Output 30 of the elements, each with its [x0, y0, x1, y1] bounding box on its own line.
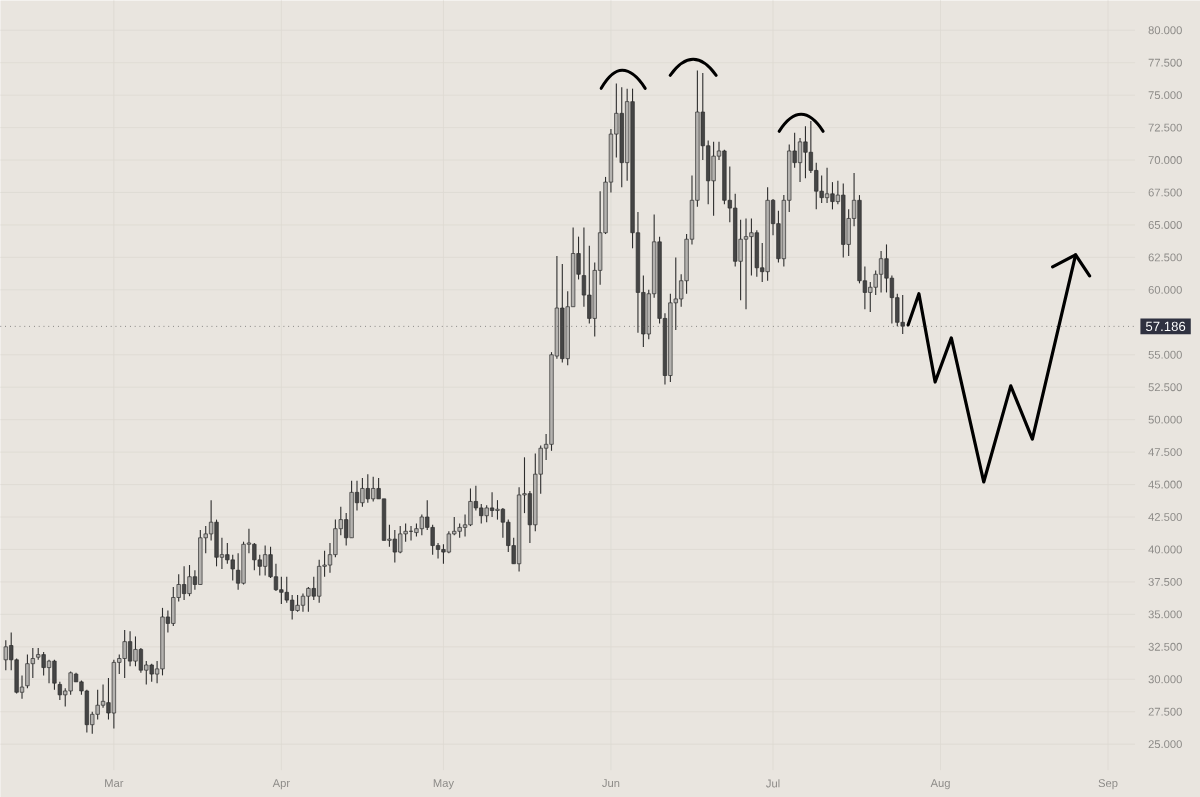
y-tick-label: 67.500 [1148, 188, 1182, 197]
y-tick-label: 30.000 [1148, 675, 1182, 684]
y-tick-label: 70.000 [1148, 156, 1182, 164]
y-tick-label: 60.000 [1148, 285, 1182, 294]
y-tick-label: 47.500 [1148, 448, 1182, 456]
y-tick-label: 40.000 [1148, 545, 1182, 554]
x-tick-label: Mar [105, 779, 124, 787]
y-tick-label: 45.000 [1148, 480, 1182, 489]
y-tick-label: 27.500 [1148, 707, 1182, 716]
y-tick-label: 72.500 [1148, 123, 1182, 132]
y-tick-label: 65.000 [1148, 220, 1182, 229]
y-tick-label: 35.000 [1148, 610, 1182, 619]
y-tick-label: 55.000 [1148, 350, 1182, 359]
x-tick-label: Aug [930, 779, 950, 790]
x-tick-label: Apr [272, 779, 290, 790]
x-tick-label: Sep [1098, 779, 1118, 790]
x-tick-label: Jul [766, 779, 780, 788]
y-tick-label: 77.500 [1148, 58, 1182, 67]
y-tick-label: 25.000 [1148, 740, 1182, 749]
x-tick-label: Jun [602, 779, 620, 787]
y-tick-label: 37.500 [1148, 577, 1182, 586]
y-tick-label: 42.500 [1148, 513, 1182, 521]
y-tick-label: 62.500 [1148, 253, 1182, 262]
y-tick-label: 75.000 [1148, 91, 1182, 100]
y-tick-label: 52.500 [1148, 383, 1182, 392]
x-tick-label: May [433, 779, 454, 790]
y-tick-label: 50.000 [1148, 415, 1182, 424]
ref-line-label: 57.186 [1145, 321, 1186, 331]
y-tick-label: 32.500 [1148, 642, 1182, 651]
y-tick-label: 80.000 [1148, 26, 1182, 35]
